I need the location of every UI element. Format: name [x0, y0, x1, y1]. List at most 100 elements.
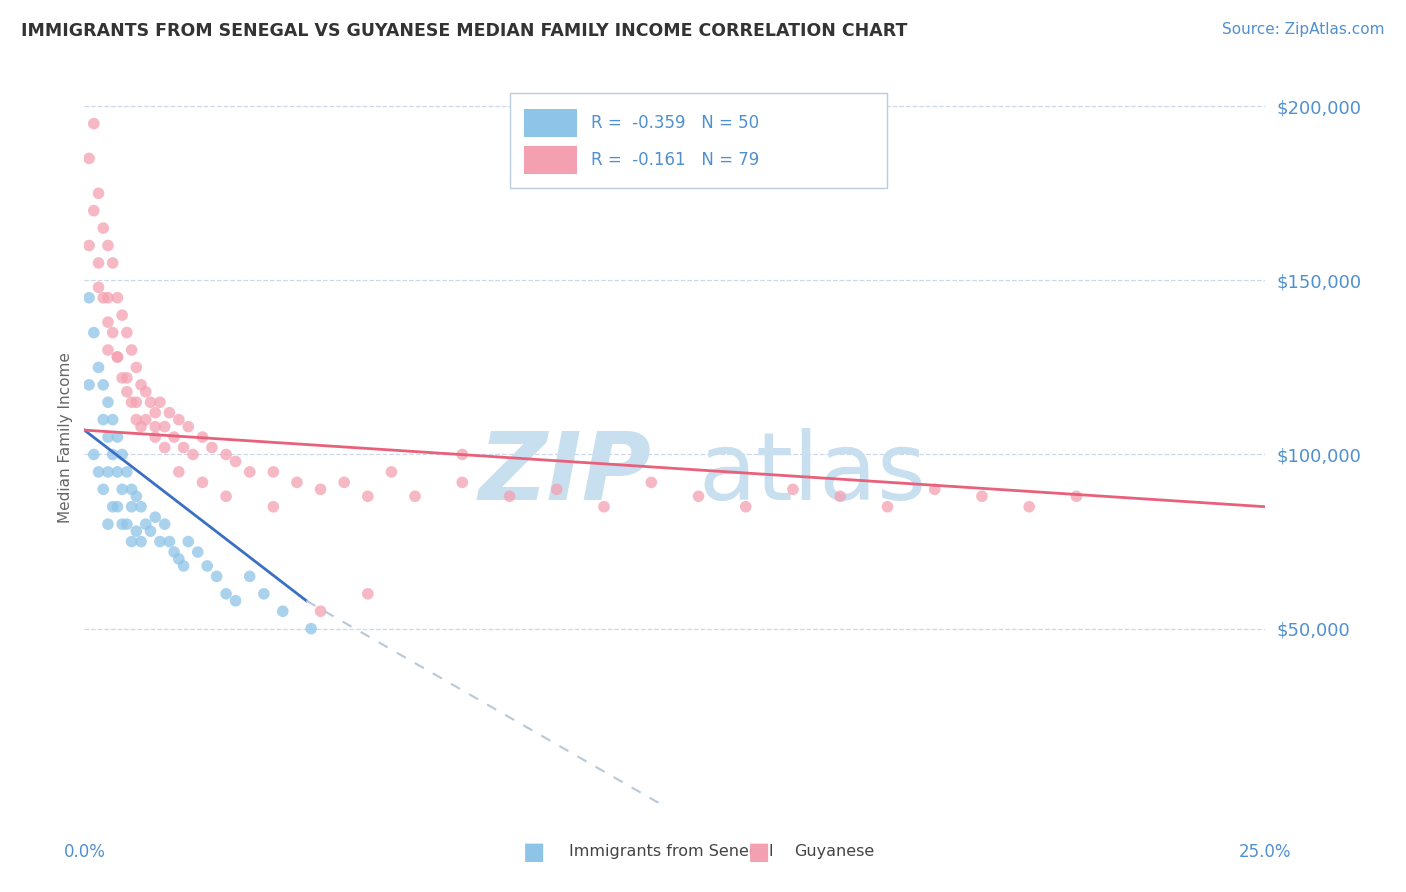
- Point: [115, 371, 138, 385]
- Point: [498, 489, 520, 503]
- Point: [87, 256, 110, 270]
- Text: Guyanese: Guyanese: [794, 845, 875, 859]
- Bar: [523, 146, 576, 174]
- Text: IMMIGRANTS FROM SENEGAL VS GUYANESE MEDIAN FAMILY INCOME CORRELATION CHART: IMMIGRANTS FROM SENEGAL VS GUYANESE MEDI…: [21, 22, 907, 40]
- Point: [163, 545, 186, 559]
- Point: [139, 395, 162, 409]
- Point: [173, 441, 195, 455]
- Point: [129, 377, 152, 392]
- Point: [239, 569, 262, 583]
- Point: [187, 545, 209, 559]
- Point: [83, 448, 105, 462]
- Text: ■: ■: [748, 840, 770, 863]
- Point: [970, 489, 993, 503]
- Point: [451, 448, 474, 462]
- Point: [77, 291, 100, 305]
- Point: [111, 308, 134, 322]
- Point: [201, 441, 224, 455]
- Point: [107, 350, 129, 364]
- Point: [83, 326, 105, 340]
- Point: [215, 587, 238, 601]
- Point: [157, 534, 180, 549]
- Point: [121, 395, 143, 409]
- Point: [404, 489, 426, 503]
- Point: [163, 430, 186, 444]
- Point: [181, 448, 204, 462]
- Point: [125, 524, 148, 538]
- Text: R =  -0.161   N = 79: R = -0.161 N = 79: [591, 151, 759, 169]
- Point: [225, 454, 247, 468]
- Point: [135, 384, 157, 399]
- Point: [83, 203, 105, 218]
- Point: [167, 465, 190, 479]
- Point: [97, 291, 120, 305]
- Point: [333, 475, 356, 490]
- Point: [107, 500, 129, 514]
- Point: [121, 483, 143, 497]
- Point: [205, 569, 228, 583]
- Point: [101, 326, 124, 340]
- Text: Immigrants from Senegal: Immigrants from Senegal: [569, 845, 773, 859]
- Point: [91, 291, 114, 305]
- Point: [593, 500, 616, 514]
- Point: [225, 594, 247, 608]
- Point: [91, 221, 114, 235]
- Point: [107, 291, 129, 305]
- Point: [87, 280, 110, 294]
- Point: [97, 395, 120, 409]
- Text: ■: ■: [523, 840, 546, 863]
- Point: [309, 604, 332, 618]
- Point: [97, 315, 120, 329]
- Text: 0.0%: 0.0%: [63, 843, 105, 861]
- Point: [125, 360, 148, 375]
- Point: [1018, 500, 1040, 514]
- Point: [115, 465, 138, 479]
- Point: [309, 483, 332, 497]
- Point: [83, 117, 105, 131]
- Point: [149, 395, 172, 409]
- Point: [87, 360, 110, 375]
- Point: [153, 517, 176, 532]
- Point: [688, 489, 710, 503]
- Point: [97, 465, 120, 479]
- Point: [167, 412, 190, 426]
- Point: [101, 256, 124, 270]
- Point: [125, 412, 148, 426]
- Point: [253, 587, 276, 601]
- Point: [77, 238, 100, 252]
- Point: [876, 500, 898, 514]
- Point: [195, 558, 218, 573]
- Point: [191, 475, 214, 490]
- Point: [285, 475, 308, 490]
- Point: [830, 489, 852, 503]
- Point: [143, 406, 166, 420]
- Point: [135, 517, 157, 532]
- Point: [215, 489, 238, 503]
- Point: [173, 558, 195, 573]
- Point: [157, 406, 180, 420]
- Point: [111, 483, 134, 497]
- Point: [546, 483, 568, 497]
- Point: [107, 465, 129, 479]
- Point: [111, 371, 134, 385]
- Point: [101, 500, 124, 514]
- Point: [111, 517, 134, 532]
- Point: [97, 517, 120, 532]
- Text: atlas: atlas: [699, 427, 927, 520]
- Point: [111, 448, 134, 462]
- Point: [129, 534, 152, 549]
- Point: [262, 500, 284, 514]
- Point: [380, 465, 402, 479]
- Point: [1066, 489, 1088, 503]
- Point: [139, 524, 162, 538]
- Point: [97, 343, 120, 357]
- Point: [640, 475, 662, 490]
- Point: [239, 465, 262, 479]
- Point: [101, 448, 124, 462]
- Point: [91, 377, 114, 392]
- Point: [177, 419, 200, 434]
- Point: [91, 483, 114, 497]
- Point: [143, 510, 166, 524]
- Point: [77, 152, 100, 166]
- Point: [107, 350, 129, 364]
